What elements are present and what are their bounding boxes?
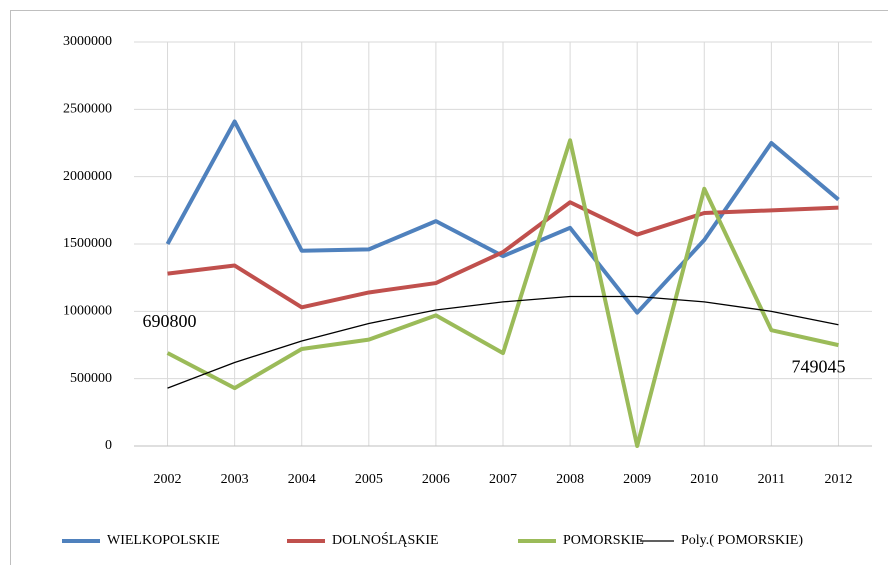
data-label: 690800 bbox=[143, 311, 197, 331]
x-tick-label: 2002 bbox=[154, 472, 182, 487]
legend-label: DOLNOŚLĄSKIE bbox=[332, 531, 439, 548]
legend-label: POMORSKIE bbox=[563, 533, 644, 548]
y-tick-label: 2000000 bbox=[63, 169, 112, 184]
x-tick-label: 2009 bbox=[623, 472, 651, 487]
y-tick-label: 0 bbox=[105, 438, 112, 453]
x-tick-label: 2010 bbox=[690, 472, 718, 487]
trend-line bbox=[167, 295, 839, 389]
y-tick-label: 500000 bbox=[70, 371, 112, 386]
x-tick-label: 2012 bbox=[824, 472, 852, 487]
series-line bbox=[166, 138, 839, 448]
x-tick-label: 2011 bbox=[758, 472, 785, 487]
x-tick-label: 2008 bbox=[556, 472, 584, 487]
y-tick-label: 3000000 bbox=[63, 34, 112, 49]
x-tick-label: 2003 bbox=[221, 472, 249, 487]
x-tick-label: 2007 bbox=[489, 472, 517, 487]
series-line bbox=[167, 200, 839, 310]
y-tick-label: 1000000 bbox=[63, 304, 112, 319]
legend-label: WIELKOPOLSKIE bbox=[107, 533, 220, 548]
series-line bbox=[165, 119, 840, 315]
x-tick-label: 2006 bbox=[422, 472, 450, 487]
y-tick-label: 2500000 bbox=[63, 102, 112, 117]
x-tick-label: 2004 bbox=[288, 472, 316, 487]
x-tick-label: 2005 bbox=[355, 472, 383, 487]
chart-border bbox=[10, 10, 888, 565]
data-label: 749045 bbox=[791, 356, 845, 376]
y-tick-label: 1500000 bbox=[63, 236, 112, 251]
legend-label: Poly.( POMORSKIE) bbox=[681, 533, 803, 548]
